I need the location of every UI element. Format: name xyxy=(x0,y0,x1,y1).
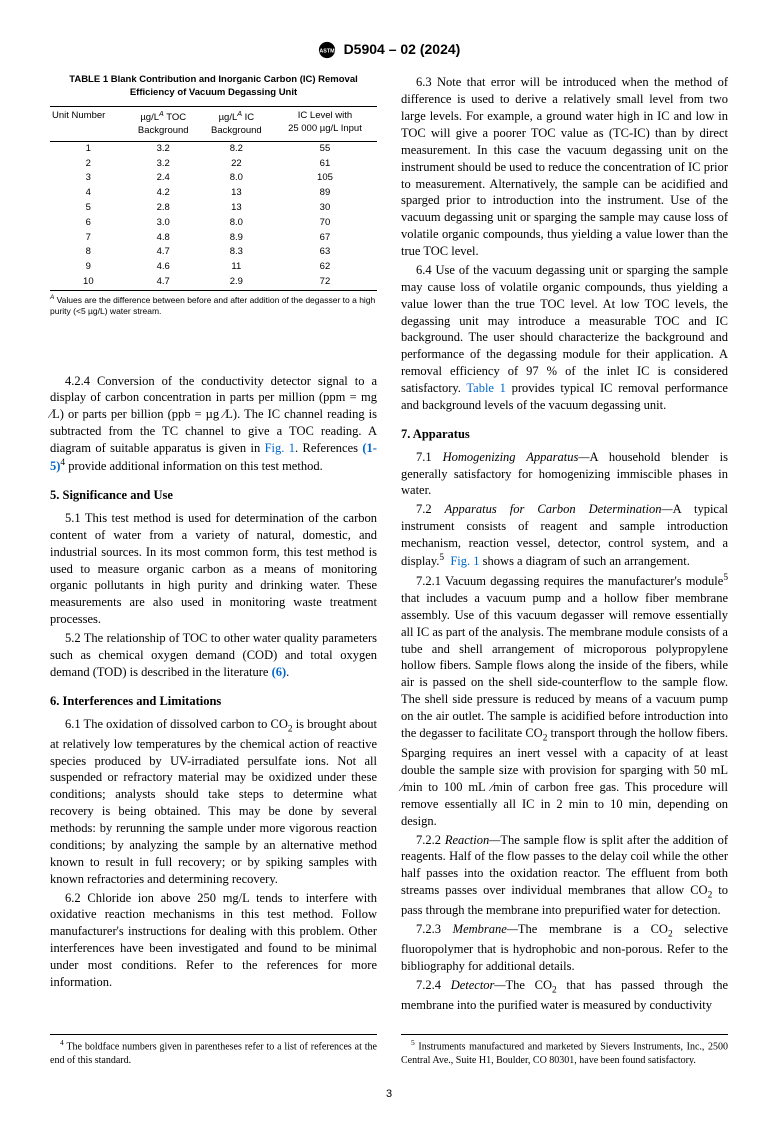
table-row: 23.22261 xyxy=(50,157,377,172)
table-row: 104.72.972 xyxy=(50,275,377,290)
table-cell: 3 xyxy=(50,171,127,186)
table-cell: 2.8 xyxy=(127,201,200,216)
table-cell: 3.2 xyxy=(127,157,200,172)
table-cell: 8.0 xyxy=(200,216,273,231)
table-cell: 9 xyxy=(50,260,127,275)
table-cell: 105 xyxy=(273,171,377,186)
table-row: 44.21389 xyxy=(50,186,377,201)
para-7.2.2: 7.2.2 Reaction—The sample flow is split … xyxy=(401,832,728,920)
table-cell: 4.6 xyxy=(127,260,200,275)
fig-1-link[interactable]: Fig. 1 xyxy=(265,441,295,455)
table-row: 52.81330 xyxy=(50,201,377,216)
table-footnote: A Values are the difference between befo… xyxy=(50,294,377,318)
th-ic: µg/LA ICBackground xyxy=(200,106,273,141)
table-cell: 61 xyxy=(273,157,377,172)
table-cell: 1 xyxy=(50,141,127,156)
table: Unit Number µg/LA TOCBackground µg/LA IC… xyxy=(50,106,377,291)
table-cell: 10 xyxy=(50,275,127,290)
table-cell: 55 xyxy=(273,141,377,156)
table-1-link[interactable]: Table 1 xyxy=(466,381,506,395)
content-columns: TABLE 1 Blank Contribution and Inorganic… xyxy=(50,74,728,1014)
fig-1-link-b[interactable]: Fig. 1 xyxy=(450,554,479,568)
para-7.2.3: 7.2.3 Membrane—The membrane is a CO2 sel… xyxy=(401,921,728,975)
para-5.1: 5.1 This test method is used for determi… xyxy=(50,510,377,628)
table-row: 63.08.070 xyxy=(50,216,377,231)
doc-header: ASTM D5904 – 02 (2024) xyxy=(50,40,728,59)
table-cell: 4 xyxy=(50,186,127,201)
th-unit: Unit Number xyxy=(50,106,127,141)
table-cell: 4.7 xyxy=(127,275,200,290)
para-6.1: 6.1 The oxidation of dissolved carbon to… xyxy=(50,716,377,888)
table-cell: 7 xyxy=(50,231,127,246)
section-7-heading: 7. Apparatus xyxy=(401,426,728,443)
para-7.1: 7.1 Homogenizing Apparatus—A household b… xyxy=(401,449,728,500)
ref-6-link[interactable]: (6) xyxy=(272,665,287,679)
para-6.3: 6.3 Note that error will be introduced w… xyxy=(401,74,728,260)
para-4.2.4: 4.2.4 Conversion of the conductivity det… xyxy=(50,373,377,475)
table-cell: 13 xyxy=(200,186,273,201)
table-row: 74.88.967 xyxy=(50,231,377,246)
table-cell: 2 xyxy=(50,157,127,172)
table-cell: 4.7 xyxy=(127,245,200,260)
table-cell: 8.2 xyxy=(200,141,273,156)
table-cell: 62 xyxy=(273,260,377,275)
table-cell: 5 xyxy=(50,201,127,216)
table-cell: 4.8 xyxy=(127,231,200,246)
table-cell: 3.0 xyxy=(127,216,200,231)
para-7.2.1: 7.2.1 Vacuum degassing requires the manu… xyxy=(401,572,728,830)
section-5-heading: 5. Significance and Use xyxy=(50,487,377,504)
table-cell: 3.2 xyxy=(127,141,200,156)
doc-number: D5904 – 02 (2024) xyxy=(344,41,461,57)
table-cell: 89 xyxy=(273,186,377,201)
table-cell: 4.2 xyxy=(127,186,200,201)
table-cell: 63 xyxy=(273,245,377,260)
astm-logo: ASTM xyxy=(318,41,336,59)
para-6.4: 6.4 Use of the vacuum degassing unit or … xyxy=(401,262,728,414)
table-cell: 11 xyxy=(200,260,273,275)
table-cell: 2.9 xyxy=(200,275,273,290)
para-6.2: 6.2 Chloride ion above 250 mg/L tends to… xyxy=(50,890,377,991)
table-row: 32.48.0105 xyxy=(50,171,377,186)
table-cell: 8.9 xyxy=(200,231,273,246)
table-cell: 2.4 xyxy=(127,171,200,186)
para-5.2: 5.2 The relationship of TOC to other wat… xyxy=(50,630,377,681)
para-7.2.4: 7.2.4 Detector—The CO2 that has passed t… xyxy=(401,977,728,1014)
table-cell: 8 xyxy=(50,245,127,260)
table-row: 84.78.363 xyxy=(50,245,377,260)
table-row: 13.28.255 xyxy=(50,141,377,156)
table-cell: 8.0 xyxy=(200,171,273,186)
table-cell: 30 xyxy=(273,201,377,216)
th-toc: µg/LA TOCBackground xyxy=(127,106,200,141)
page-number: 3 xyxy=(50,1087,728,1102)
table-cell: 67 xyxy=(273,231,377,246)
para-7.2: 7.2 Apparatus for Carbon Determination—A… xyxy=(401,501,728,570)
table-row: 94.61162 xyxy=(50,260,377,275)
table-cell: 72 xyxy=(273,275,377,290)
footnote-col-left: 4 The boldface numbers given in parenthe… xyxy=(50,1034,377,1067)
th-level: IC Level with25 000 µg/L Input xyxy=(273,106,377,141)
table-cell: 70 xyxy=(273,216,377,231)
footnotes: 4 The boldface numbers given in parenthe… xyxy=(50,1034,728,1067)
table-cell: 6 xyxy=(50,216,127,231)
table-cell: 8.3 xyxy=(200,245,273,260)
table-1: TABLE 1 Blank Contribution and Inorganic… xyxy=(50,74,377,317)
svg-text:ASTM: ASTM xyxy=(319,49,335,55)
table-cell: 22 xyxy=(200,157,273,172)
table-cell: 13 xyxy=(200,201,273,216)
table-title: TABLE 1 Blank Contribution and Inorganic… xyxy=(50,74,377,100)
section-6-heading: 6. Interferences and Limitations xyxy=(50,693,377,710)
footnote-col-right: 5 Instruments manufactured and marketed … xyxy=(401,1034,728,1067)
table-header-row: Unit Number µg/LA TOCBackground µg/LA IC… xyxy=(50,106,377,141)
